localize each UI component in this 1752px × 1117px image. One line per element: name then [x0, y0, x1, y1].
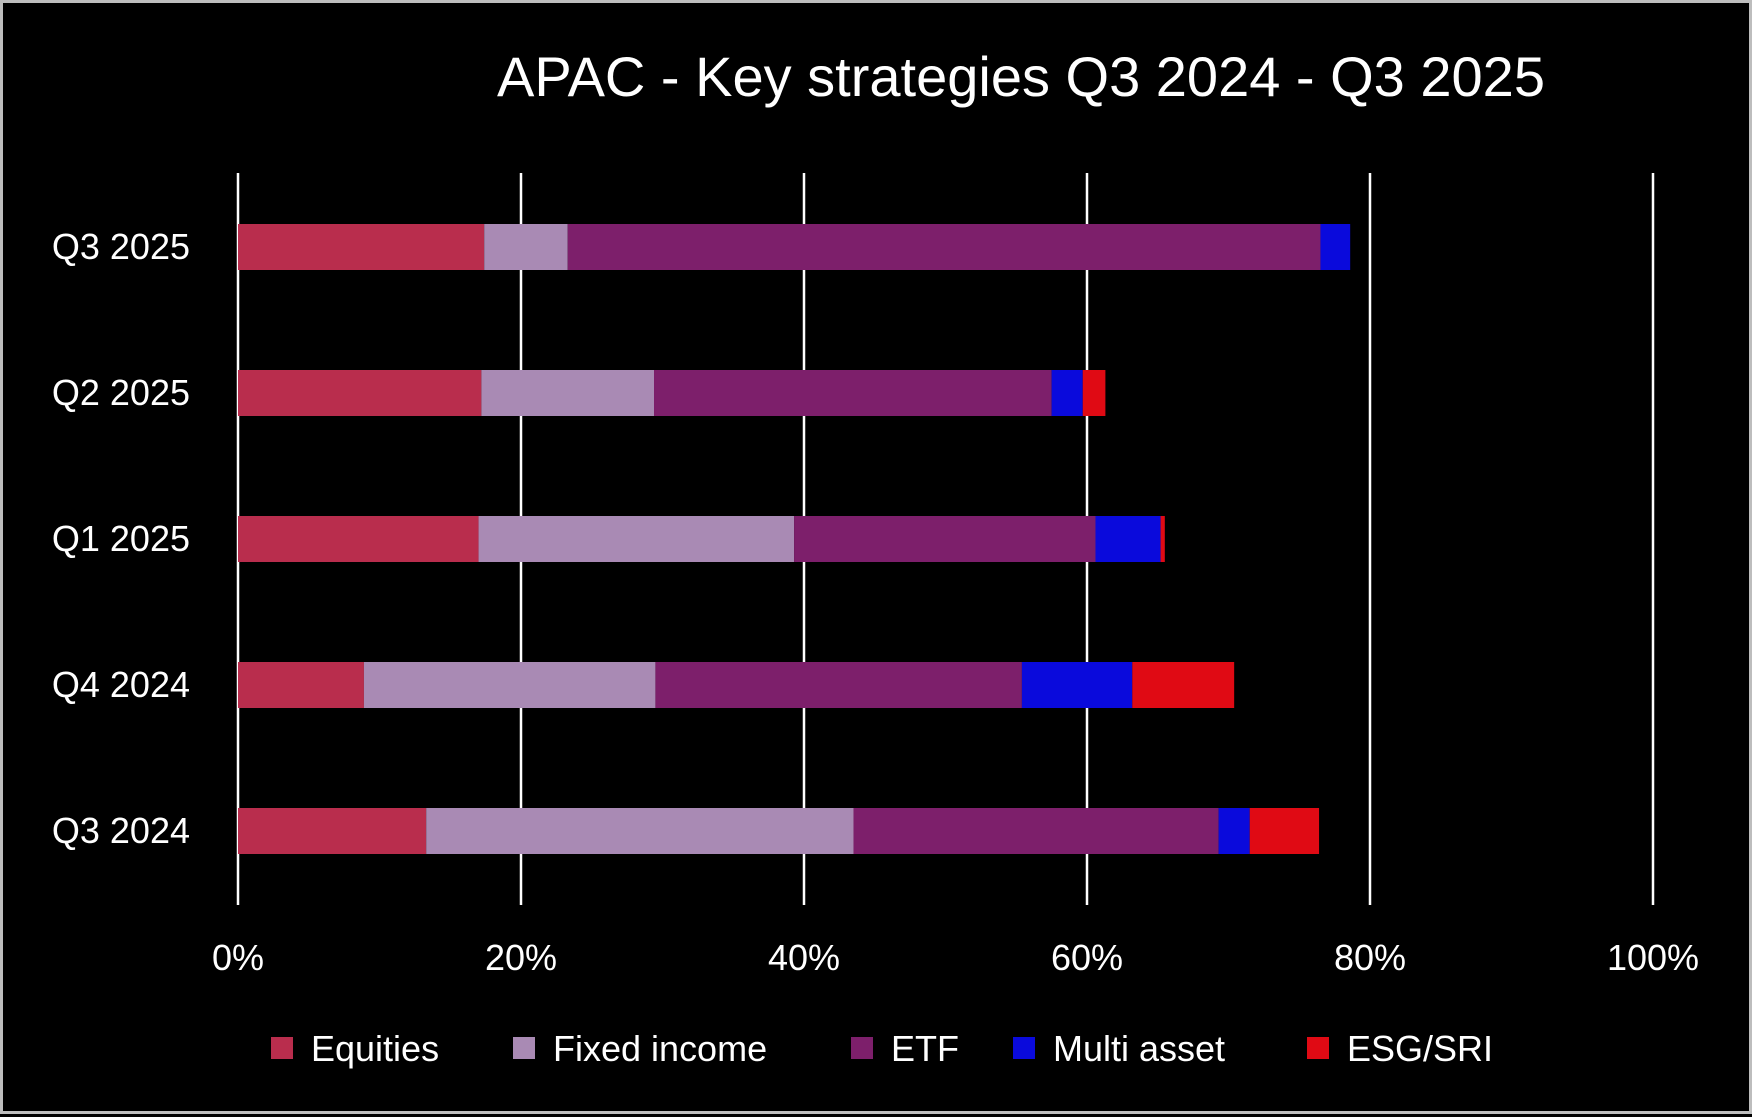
bar-etf-q2-2025	[654, 370, 1052, 416]
legend-label-equities: Equities	[311, 1028, 439, 1069]
bar-fixed-income-q2-2025	[481, 370, 655, 416]
bar-equities-q4-2024	[238, 662, 364, 708]
bar-equities-q2-2025	[238, 370, 482, 416]
legend-label-multi-asset: Multi asset	[1053, 1028, 1225, 1069]
category-label: Q2 2025	[52, 372, 190, 413]
bar-multi-asset-q3-2024	[1218, 808, 1250, 854]
bar-multi-asset-q3-2025	[1320, 224, 1351, 270]
stacked-bar-chart: APAC - Key strategies Q3 2024 - Q3 2025 …	[52, 45, 1699, 1069]
bar-esg-sri-q2-2025	[1082, 370, 1106, 416]
bar-equities-q1-2025	[238, 516, 479, 562]
bar-fixed-income-q1-2025	[478, 516, 795, 562]
bar-esg-sri-q4-2024	[1132, 662, 1235, 708]
bar-fixed-income-q3-2025	[484, 224, 568, 270]
bar-fixed-income-q3-2024	[426, 808, 854, 854]
category-labels: Q3 2025 Q2 2025 Q1 2025 Q4 2024 Q3 2024	[52, 226, 190, 851]
bar-esg-sri-q1-2025	[1160, 516, 1165, 562]
bar-etf-q4-2024	[655, 662, 1022, 708]
legend-label-fixed-income: Fixed income	[553, 1028, 767, 1069]
legend-swatch-multi-asset	[1013, 1037, 1035, 1059]
x-tick-label: 60%	[1051, 937, 1123, 978]
chart-title: APAC - Key strategies Q3 2024 - Q3 2025	[497, 45, 1545, 108]
category-label: Q3 2025	[52, 226, 190, 267]
legend-swatch-equities	[271, 1037, 293, 1059]
legend-swatch-etf	[851, 1037, 873, 1059]
bar-etf-q3-2024	[853, 808, 1219, 854]
bar-etf-q1-2025	[794, 516, 1096, 562]
x-tick-labels: 0% 20% 40% 60% 80% 100%	[212, 937, 1699, 978]
bar-multi-asset-q4-2024	[1021, 662, 1133, 708]
bar-equities-q3-2025	[238, 224, 485, 270]
bar-multi-asset-q2-2025	[1051, 370, 1083, 416]
bar-fixed-income-q4-2024	[363, 662, 656, 708]
category-label: Q4 2024	[52, 664, 190, 705]
legend-label-esg-sri: ESG/SRI	[1347, 1028, 1493, 1069]
legend-swatch-esg-sri	[1307, 1037, 1329, 1059]
category-label: Q1 2025	[52, 518, 190, 559]
bar-equities-q3-2024	[238, 808, 427, 854]
bar-esg-sri-q3-2024	[1249, 808, 1320, 854]
x-tick-label: 80%	[1334, 937, 1406, 978]
category-label: Q3 2024	[52, 810, 190, 851]
x-tick-label: 100%	[1607, 937, 1699, 978]
x-tick-label: 0%	[212, 937, 264, 978]
legend: Equities Fixed income ETF Multi asset ESG/SR…	[271, 1028, 1493, 1069]
legend-label-etf: ETF	[891, 1028, 959, 1069]
x-tick-label: 40%	[768, 937, 840, 978]
legend-swatch-fixed-income	[513, 1037, 535, 1059]
x-tick-label: 20%	[485, 937, 557, 978]
bar-multi-asset-q1-2025	[1095, 516, 1161, 562]
bar-etf-q3-2025	[567, 224, 1321, 270]
bars	[238, 224, 1351, 854]
